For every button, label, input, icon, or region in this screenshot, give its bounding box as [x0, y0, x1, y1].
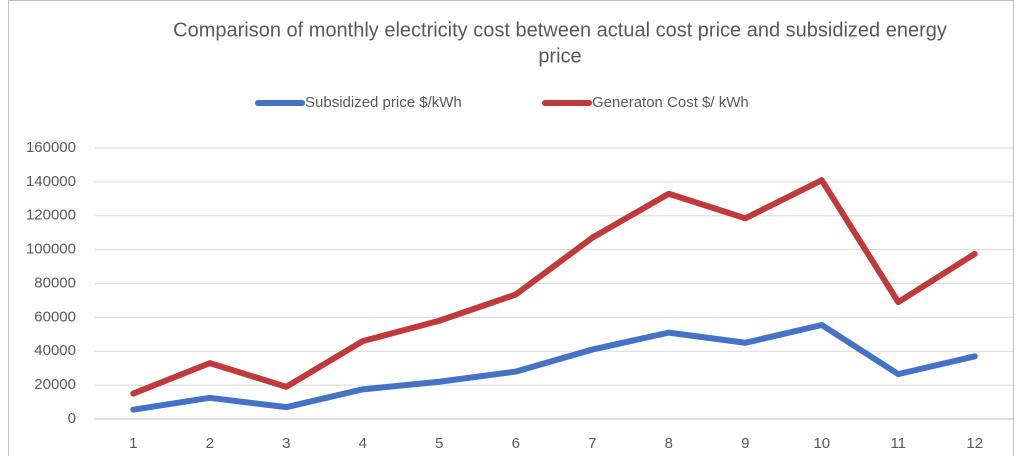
chart-frame [8, 0, 1014, 456]
line-series [130, 321, 978, 413]
chart-title: Comparison of monthly electricity cost b… [173, 19, 947, 41]
y-tick-label: 0 [68, 410, 76, 427]
line-series [130, 177, 978, 397]
x-tick-label: 12 [966, 435, 983, 452]
y-tick-label: 20000 [34, 376, 76, 393]
chart-title-line-2: price [538, 45, 581, 67]
x-tick-label: 10 [813, 435, 830, 452]
x-tick-label: 11 [890, 435, 906, 452]
x-tick-label: 7 [588, 435, 596, 452]
x-tick-label: 2 [206, 435, 214, 452]
legend-label: Subsidized price $/kWh [305, 94, 462, 111]
legend-label: Generaton Cost $/ kWh [592, 94, 749, 111]
x-tick-label: 1 [129, 435, 137, 452]
x-tick-label: 3 [282, 435, 290, 452]
x-tick-label: 8 [665, 435, 673, 452]
y-tick-label: 60000 [34, 308, 76, 325]
y-tick-label: 120000 [26, 207, 76, 224]
y-tick-label: 80000 [34, 274, 76, 291]
x-tick-label: 5 [435, 435, 443, 452]
y-tick-label: 100000 [26, 241, 76, 258]
y-tick-label: 160000 [26, 139, 76, 156]
x-tick-label: 4 [359, 435, 367, 452]
y-tick-label: 40000 [34, 342, 76, 359]
y-tick-label: 140000 [26, 173, 76, 190]
x-tick-label: 9 [741, 435, 749, 452]
x-tick-label: 6 [512, 435, 520, 452]
